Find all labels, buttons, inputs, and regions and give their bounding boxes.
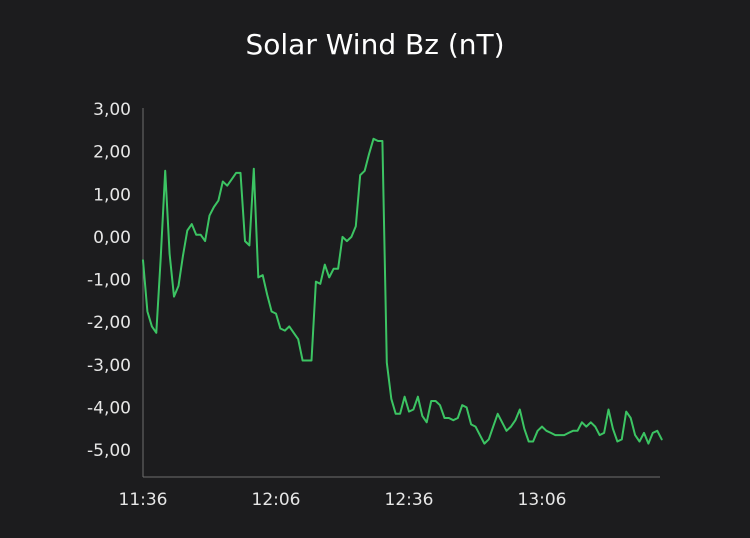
- data-series: [142, 137, 663, 445]
- series-line: [142, 137, 663, 445]
- x-tick-label: 12:06: [252, 490, 301, 510]
- y-tick-label: 1,00: [93, 185, 131, 205]
- y-tick-label: 3,00: [93, 100, 131, 120]
- chart-title: Solar Wind Bz (nT): [245, 28, 505, 61]
- x-tick-label: 12:36: [385, 490, 434, 510]
- x-tick-label: 11:36: [119, 490, 168, 510]
- y-tick-label: -4,00: [87, 398, 131, 418]
- y-tick-label: -1,00: [87, 271, 131, 291]
- y-tick-labels: 3,00 2,00 1,00 0,00 -1,00 -2,00 -3,00 -4,00 -5,0…: [87, 100, 131, 461]
- y-tick-label: -2,00: [87, 313, 131, 333]
- x-tick-labels: 11:36 12:06 12:36 13:06: [119, 490, 567, 510]
- y-tick-label: 0,00: [93, 228, 131, 248]
- y-tick-label: -3,00: [87, 356, 131, 376]
- y-tick-label: 2,00: [93, 143, 131, 163]
- x-tick-label: 13:06: [518, 490, 567, 510]
- y-tick-label: -5,00: [87, 441, 131, 461]
